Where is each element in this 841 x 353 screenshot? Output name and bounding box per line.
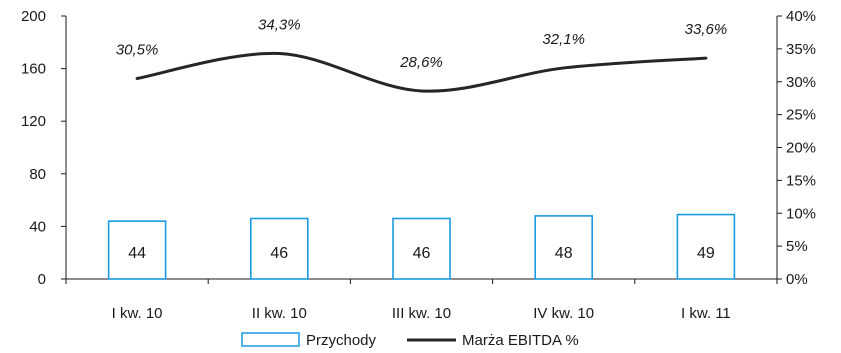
legend-swatch-bar	[241, 332, 300, 347]
right-tick-label: 20%	[786, 140, 816, 157]
line-value-label: 32,1%	[542, 31, 585, 48]
right-axis: 0% 5% 10% 15% 20% 25% 30% 35% 40%	[776, 8, 816, 288]
bar-value-label: 44	[128, 245, 146, 262]
line-series: 30,5% 34,3% 28,6% 32,1% 33,6%	[116, 16, 728, 93]
x-tick-label: IV kw. 10	[533, 305, 594, 322]
right-tick-label: 40%	[786, 8, 816, 25]
bar-value-label: 46	[413, 245, 431, 262]
right-tick-label: 35%	[786, 41, 816, 58]
legend-label-bar: Przychody	[306, 332, 377, 349]
right-tick-label: 30%	[786, 74, 816, 91]
left-axis: 0 40 80 120 160 200	[21, 8, 67, 288]
left-tick-label: 40	[29, 218, 46, 235]
bar-series: 44 46 46 48 49	[107, 213, 736, 280]
bar-value-label: 46	[270, 245, 288, 262]
line-value-label: 28,6%	[399, 54, 443, 71]
bar	[250, 217, 309, 280]
line-path	[135, 51, 708, 93]
line-value-label: 30,5%	[116, 41, 159, 58]
x-tick-label: III kw. 10	[392, 305, 451, 322]
right-tick-label: 0%	[786, 271, 808, 288]
right-tick-label: 10%	[786, 205, 816, 222]
x-axis: I kw. 10 II kw. 10 III kw. 10 IV kw. 10 I kw…	[65, 278, 778, 322]
left-tick-label: 120	[21, 113, 46, 130]
bar	[392, 217, 451, 280]
bar	[534, 215, 594, 280]
legend: Przychody Marża EBITDA %	[241, 332, 579, 349]
x-tick-label: I kw. 10	[112, 305, 163, 322]
left-tick-label: 0	[38, 271, 46, 288]
bar	[676, 213, 736, 280]
line-value-label: 34,3%	[258, 16, 301, 33]
left-tick-label: 200	[21, 8, 46, 25]
legend-label-line: Marża EBITDA %	[462, 332, 579, 349]
x-tick-label: I kw. 11	[681, 305, 731, 322]
right-tick-label: 5%	[786, 238, 808, 255]
right-tick-label: 15%	[786, 172, 816, 189]
line-value-label: 33,6%	[685, 21, 728, 38]
left-tick-label: 80	[29, 166, 46, 183]
left-tick-label: 160	[21, 61, 46, 78]
right-tick-label: 25%	[786, 107, 816, 124]
bar-value-label: 49	[697, 245, 715, 262]
bar-value-label: 48	[555, 245, 573, 262]
bar	[107, 220, 167, 280]
x-tick-label: II kw. 10	[252, 305, 307, 322]
